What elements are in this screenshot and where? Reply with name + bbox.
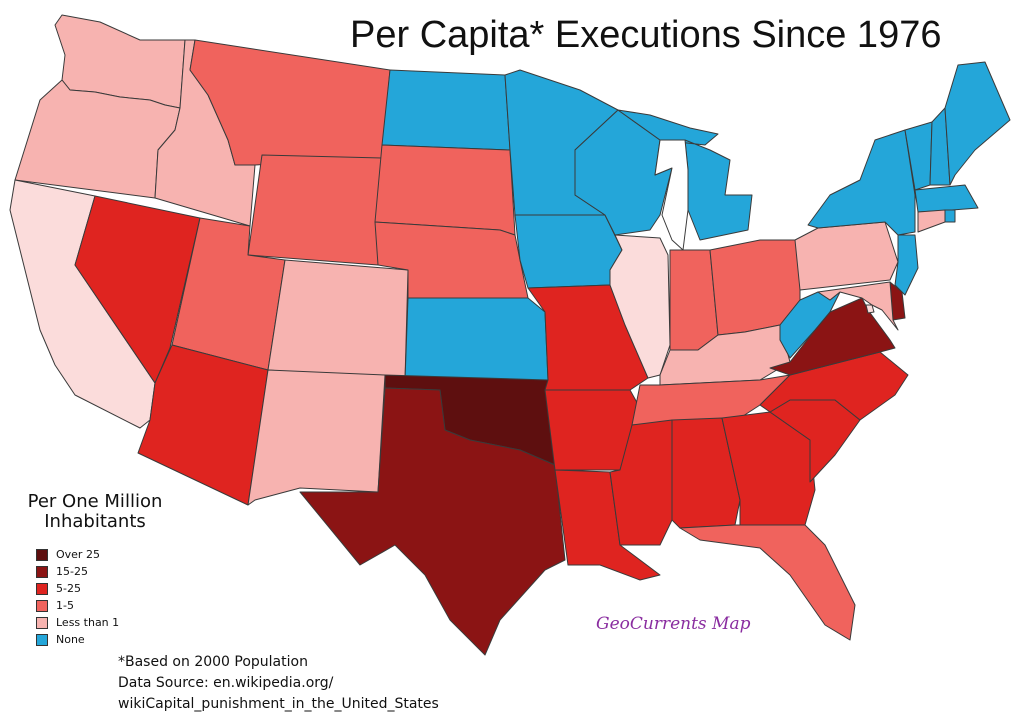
state-ia — [514, 214, 623, 289]
legend: Over 25 15-25 5-25 1-5 Less than 1 None — [36, 546, 119, 648]
legend-item: 5-25 — [36, 580, 119, 597]
state-in — [669, 249, 719, 351]
legend-swatch — [36, 548, 48, 561]
state-dc — [865, 304, 875, 314]
state-md — [817, 281, 899, 331]
legend-label: 1-5 — [56, 599, 74, 612]
legend-swatch — [36, 616, 48, 629]
state-ny — [807, 129, 916, 236]
lake-michigan — [654, 139, 689, 251]
legend-label: None — [56, 633, 85, 646]
state-wv — [779, 291, 841, 359]
state-ks — [404, 297, 549, 381]
map-credit: GeoCurrents Map — [596, 614, 751, 634]
legend-label: Less than 1 — [56, 616, 120, 629]
state-ri — [944, 209, 956, 223]
legend-item: None — [36, 631, 119, 648]
state-sd — [374, 144, 516, 236]
source-line-2: wikiCapital_punishment_in_the_United_Sta… — [118, 696, 439, 712]
source-notes: *Based on 2000 Population Data Source: e… — [118, 652, 439, 715]
legend-swatch — [36, 565, 48, 578]
state-co — [267, 259, 409, 381]
legend-title-line-1: Per One Million — [27, 491, 163, 512]
legend-title-line-2: Inhabitants — [44, 511, 146, 532]
state-ma — [914, 184, 979, 213]
state-nj — [894, 234, 919, 296]
legend-item: Less than 1 — [36, 614, 119, 631]
legend-label: 15-25 — [56, 565, 88, 578]
state-tx — [299, 387, 566, 656]
state-nd — [381, 69, 511, 151]
state-nm — [247, 369, 386, 506]
state-pa — [794, 221, 899, 291]
legend-label: Over 25 — [56, 548, 100, 561]
state-me — [944, 61, 1011, 186]
state-wy — [247, 154, 383, 266]
map-title: Per Capita* Executions Since 1976 — [350, 14, 942, 56]
legend-label: 5-25 — [56, 582, 81, 595]
state-fl — [679, 524, 856, 641]
legend-item: 15-25 — [36, 563, 119, 580]
state-ct — [917, 209, 946, 233]
population-note: *Based on 2000 Population — [118, 654, 308, 670]
source-line-1: Data Source: en.wikipedia.org/ — [118, 675, 334, 691]
state-il — [609, 234, 671, 379]
legend-swatch — [36, 633, 48, 646]
legend-item: Over 25 — [36, 546, 119, 563]
legend-item: 1-5 — [36, 597, 119, 614]
legend-title: Per One Million Inhabitants — [10, 492, 180, 532]
legend-swatch — [36, 582, 48, 595]
legend-swatch — [36, 599, 48, 612]
